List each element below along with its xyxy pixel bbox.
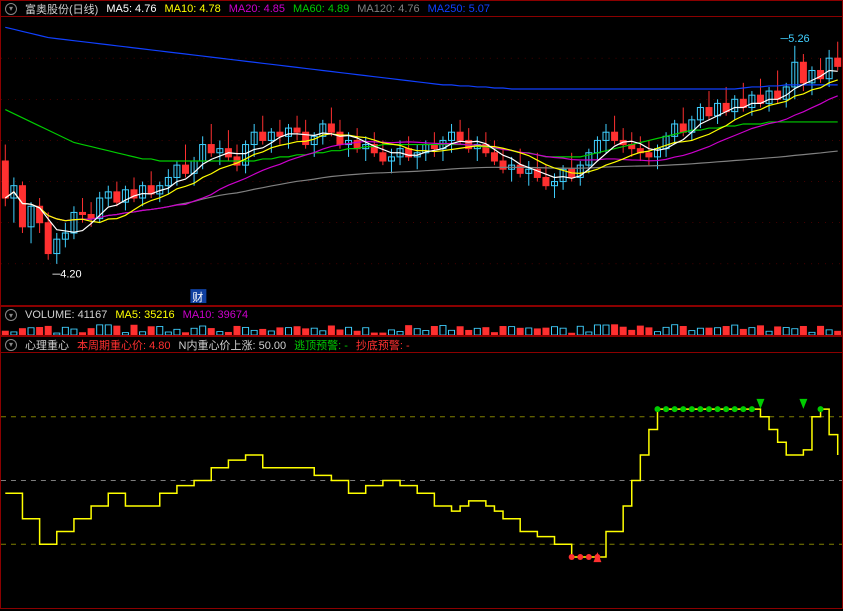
svg-text:─5.26: ─5.26 bbox=[780, 33, 810, 45]
stock-title: 富奥股份(日线) bbox=[25, 1, 98, 17]
legend-item: MA10: 4.78 bbox=[164, 3, 220, 15]
legend-item: MA60: 4.89 bbox=[293, 3, 349, 15]
legend-item: 逃顶预警: - bbox=[294, 337, 348, 353]
price-chart[interactable]: ─4.20 ─5.26 财 bbox=[1, 17, 842, 305]
legend-item: MA250: 5.07 bbox=[428, 3, 490, 15]
volume-chart[interactable] bbox=[1, 323, 842, 335]
expand-icon[interactable]: ▾ bbox=[5, 309, 17, 321]
legend-item: 抄底预警: - bbox=[356, 337, 410, 353]
expand-icon[interactable]: ▾ bbox=[5, 3, 17, 15]
legend-item: MA120: 4.76 bbox=[357, 3, 419, 15]
legend-item: 本周期重心价: 4.80 bbox=[77, 337, 171, 353]
psy-header: ▾ 心理重心 本周期重心价: 4.80 N内重心价上涨: 50.00 逃顶预警: -… bbox=[1, 337, 842, 353]
psychology-panel[interactable]: ▾ 心理重心 本周期重心价: 4.80 N内重心价上涨: 50.00 逃顶预警: -… bbox=[0, 336, 843, 609]
svg-text:财: 财 bbox=[192, 290, 203, 304]
ma-legend: MA5: 4.76 MA10: 4.78 MA20: 4.85 MA60: 4.89 M… bbox=[106, 3, 490, 15]
psy-legend: 本周期重心价: 4.80 N内重心价上涨: 50.00 逃顶预警: - 抄底预警: - bbox=[77, 337, 410, 353]
psy-title: 心理重心 bbox=[25, 337, 69, 353]
volume-header: ▾ VOLUME: 41167 MA5: 35216 MA10: 39674 bbox=[1, 307, 842, 323]
price-panel[interactable]: ▾ 富奥股份(日线) MA5: 4.76 MA10: 4.78 MA20: 4.85… bbox=[0, 0, 843, 306]
legend-item: VOLUME: 41167 bbox=[25, 309, 107, 321]
psy-chart[interactable] bbox=[1, 353, 842, 608]
svg-text:─4.20: ─4.20 bbox=[51, 269, 81, 281]
legend-item: MA5: 35216 bbox=[115, 309, 174, 321]
legend-item: N内重心价上涨: 50.00 bbox=[179, 337, 287, 353]
expand-icon[interactable]: ▾ bbox=[5, 339, 17, 351]
legend-item: MA10: 39674 bbox=[183, 309, 248, 321]
volume-panel[interactable]: ▾ VOLUME: 41167 MA5: 35216 MA10: 39674 bbox=[0, 306, 843, 336]
price-header: ▾ 富奥股份(日线) MA5: 4.76 MA10: 4.78 MA20: 4.85… bbox=[1, 1, 842, 17]
legend-item: MA20: 4.85 bbox=[229, 3, 285, 15]
volume-legend: VOLUME: 41167 MA5: 35216 MA10: 39674 bbox=[25, 309, 248, 321]
stock-chart-root: ▾ 富奥股份(日线) MA5: 4.76 MA10: 4.78 MA20: 4.85… bbox=[0, 0, 843, 611]
legend-item: MA5: 4.76 bbox=[106, 3, 156, 15]
